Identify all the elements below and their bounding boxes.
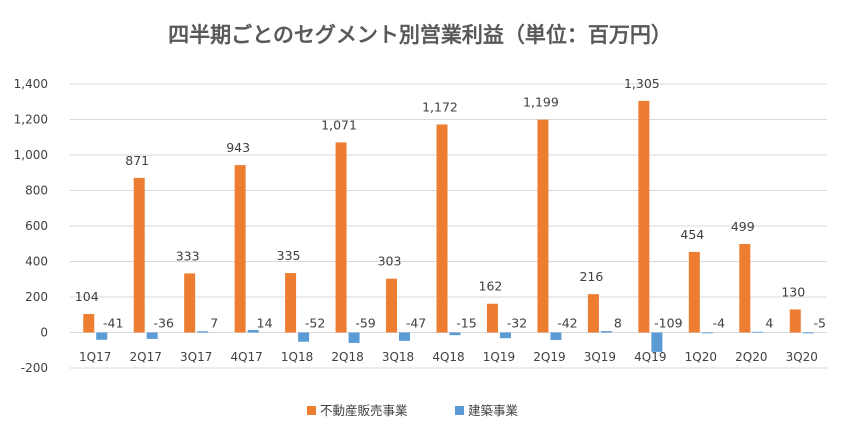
- x-category-label: 3Q19: [584, 350, 616, 364]
- bar-series1: [234, 165, 246, 333]
- data-label-series1: 130: [781, 284, 805, 299]
- data-label-series2: -59: [355, 316, 375, 331]
- x-category-label: 4Q17: [230, 350, 262, 364]
- data-label-series2: -4: [713, 316, 726, 331]
- y-tick-label: 400: [25, 255, 48, 269]
- bars: [83, 100, 814, 352]
- x-category-label: 4Q18: [432, 350, 464, 364]
- data-label-series2: -36: [153, 316, 173, 331]
- bar-series2: [499, 332, 511, 339]
- x-category-label: 2Q19: [533, 350, 565, 364]
- data-label-series1: 162: [479, 279, 503, 294]
- bar-series1: [133, 177, 145, 333]
- data-label-series2: 8: [614, 316, 622, 331]
- data-label-series2: -109: [654, 316, 682, 331]
- data-label-series1: 1,199: [523, 95, 559, 110]
- y-tick-label: 1,000: [14, 148, 48, 162]
- x-category-label: 3Q17: [180, 350, 212, 364]
- legend-swatch-series1: [307, 406, 316, 415]
- y-tick-label: 200: [25, 290, 48, 304]
- data-label-series1: 1,071: [321, 117, 357, 132]
- legend: 不動産販売事業 建築事業: [307, 403, 519, 418]
- data-label-series1: 335: [277, 248, 301, 263]
- x-axis-category-labels: 1Q17 2Q17 3Q17 4Q17 1Q18 2Q18 3Q18 4Q18 1Q19 2Q19…: [79, 350, 818, 364]
- bar-series2: [197, 331, 209, 333]
- gridlines: [70, 83, 827, 369]
- y-tick-label: 800: [25, 184, 48, 198]
- bar-series2: [802, 332, 814, 334]
- bar-series1: [436, 124, 448, 333]
- data-label-series2: 7: [210, 316, 218, 331]
- x-category-label: 1Q17: [79, 350, 111, 364]
- data-label-series1: 303: [378, 254, 402, 269]
- y-tick-label: -200: [21, 361, 48, 375]
- bar-series1: [83, 314, 95, 333]
- data-label-series1: 104: [75, 289, 99, 304]
- x-category-label: 2Q18: [331, 350, 363, 364]
- data-labels: 104 -41 871 -36 333 7 943 14 335 -52 1,071 -59 303 -4…: [75, 76, 826, 331]
- bar-series2: [348, 332, 360, 343]
- data-label-series1: 1,305: [624, 76, 660, 91]
- x-category-label: 1Q20: [685, 350, 717, 364]
- data-label-series2: -15: [456, 316, 476, 331]
- data-label-series2: -32: [507, 316, 527, 331]
- bar-series2: [600, 331, 612, 333]
- bar-series2: [146, 332, 158, 339]
- y-tick-label: 0: [40, 326, 48, 340]
- data-label-series1: 943: [226, 140, 250, 155]
- y-tick-label: 1,400: [14, 77, 48, 91]
- data-label-series1: 1,172: [422, 99, 458, 114]
- bar-series2: [298, 332, 310, 342]
- x-category-label: 3Q20: [786, 350, 818, 364]
- bar-series1: [739, 243, 751, 333]
- data-label-series2: -47: [406, 316, 426, 331]
- bar-series1: [184, 273, 196, 333]
- data-label-series2: 14: [257, 316, 273, 331]
- bar-series2: [651, 332, 663, 352]
- data-label-series1: 454: [680, 227, 704, 242]
- bar-series1: [285, 273, 297, 333]
- bar-series2: [96, 332, 108, 340]
- chart-title: 四半期ごとのセグメント別営業利益（単位：百万円）: [168, 23, 672, 47]
- bar-series2: [247, 330, 259, 333]
- x-category-label: 4Q19: [634, 350, 666, 364]
- y-axis-tick-labels: -200 0 200 400 600 800 1,000 1,200 1,400: [14, 77, 48, 375]
- x-category-label: 1Q19: [483, 350, 515, 364]
- x-category-label: 2Q17: [130, 350, 162, 364]
- data-label-series1: 333: [176, 248, 200, 263]
- legend-label-series2: 建築事業: [468, 403, 519, 418]
- bar-series1: [688, 251, 700, 333]
- data-label-series1: 871: [125, 153, 149, 168]
- bar-series1: [638, 100, 650, 333]
- bar-series2: [701, 332, 713, 334]
- y-tick-label: 600: [25, 219, 48, 233]
- y-tick-label: 1,200: [14, 113, 48, 127]
- bar-series2: [399, 332, 411, 341]
- data-label-series2: -42: [557, 316, 577, 331]
- data-label-series2: 4: [765, 316, 773, 331]
- bar-series2: [449, 332, 461, 336]
- bar-series1: [386, 278, 398, 333]
- x-category-label: 2Q20: [735, 350, 767, 364]
- data-label-series1: 499: [731, 219, 755, 234]
- bar-series2: [752, 331, 764, 333]
- data-label-series2: -5: [814, 316, 826, 331]
- bar-series1: [587, 294, 599, 333]
- bar-series1: [335, 142, 347, 333]
- bar-series1: [486, 303, 498, 333]
- bar-series1: [789, 309, 801, 333]
- legend-label-series1: 不動産販売事業: [320, 403, 408, 418]
- data-label-series2: -41: [103, 316, 123, 331]
- x-category-label: 3Q18: [382, 350, 414, 364]
- x-category-label: 1Q18: [281, 350, 313, 364]
- data-label-series2: -52: [305, 316, 325, 331]
- data-label-series1: 216: [579, 269, 603, 284]
- bar-series2: [550, 332, 562, 340]
- bar-series1: [537, 119, 549, 333]
- legend-swatch-series2: [455, 406, 464, 415]
